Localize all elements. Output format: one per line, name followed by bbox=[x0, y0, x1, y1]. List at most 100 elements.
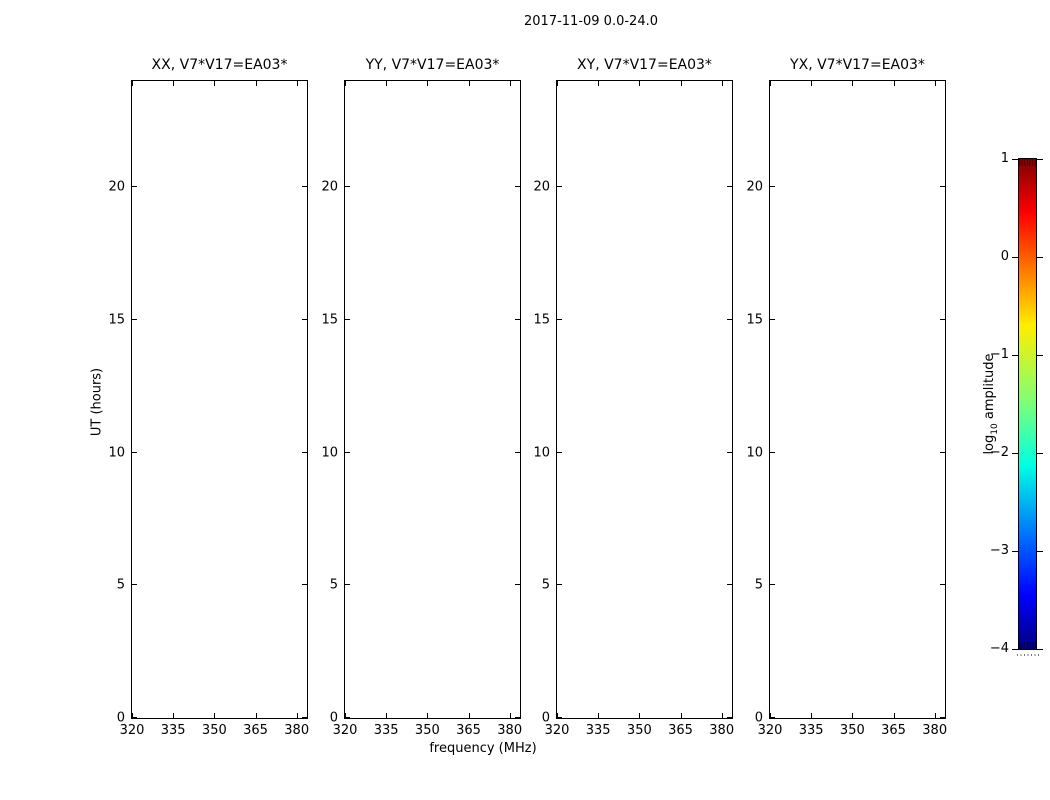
x-tick-mark bbox=[893, 81, 895, 86]
y-tick-mark bbox=[132, 318, 137, 320]
y-tick-mark bbox=[727, 717, 732, 718]
x-tick-mark bbox=[427, 81, 429, 86]
colorbar-gradient bbox=[1019, 159, 1036, 649]
y-tick-mark bbox=[770, 584, 775, 586]
colorbar-bottom-hatch bbox=[1019, 642, 1036, 649]
y-tick-mark bbox=[770, 186, 775, 188]
y-tick-mark bbox=[132, 451, 137, 453]
x-tick-mark bbox=[296, 81, 298, 86]
y-tick-mark bbox=[345, 717, 350, 718]
x-tick-label: 335 bbox=[160, 723, 186, 738]
panel-xy-plot-area: 320 335 350 365 380 0 5 10 15 20 bbox=[533, 81, 734, 738]
x-tick-mark bbox=[598, 81, 600, 86]
x-tick-mark bbox=[811, 81, 813, 86]
colorbar-tick-mark bbox=[1037, 256, 1043, 258]
x-tick-mark bbox=[852, 713, 854, 718]
y-tick-label: 0 bbox=[754, 710, 763, 726]
x-tick-mark bbox=[386, 713, 388, 718]
y-tick-mark bbox=[557, 584, 562, 586]
colorbar-label-suffix: amplitude bbox=[982, 353, 998, 424]
x-tick-mark bbox=[598, 713, 600, 718]
y-tick-mark bbox=[515, 318, 520, 320]
x-tick-mark bbox=[811, 713, 813, 718]
colorbar-tick-mark bbox=[1037, 550, 1043, 552]
x-tick-mark bbox=[132, 713, 133, 718]
y-tick-mark bbox=[557, 451, 562, 453]
panel-xx: XX, V7*V17=EA03* 320 335 350 365 380 0 5 10 15 20 bbox=[108, 57, 309, 738]
x-tick-label: 320 bbox=[757, 723, 783, 738]
y-tick-mark bbox=[770, 451, 775, 453]
colorbar-tick-mark bbox=[1012, 648, 1018, 650]
panel-xx-title: XX, V7*V17=EA03* bbox=[151, 57, 288, 73]
y-tick-label: 10 bbox=[533, 445, 550, 461]
x-tick-label: 365 bbox=[243, 723, 268, 738]
y-tick-mark bbox=[557, 318, 562, 320]
y-tick-mark bbox=[515, 584, 520, 586]
x-tick-label: 380 bbox=[709, 723, 735, 738]
x-tick-label: 335 bbox=[798, 723, 824, 738]
x-tick-label: 365 bbox=[881, 723, 906, 738]
y-tick-label: 5 bbox=[329, 577, 338, 593]
y-tick-mark bbox=[515, 186, 520, 188]
colorbar-tick-mark bbox=[1037, 452, 1043, 454]
x-tick-label: 380 bbox=[922, 723, 948, 738]
x-tick-mark bbox=[509, 81, 511, 86]
panel-yx-title: YX, V7*V17=EA03* bbox=[790, 57, 925, 73]
x-tick-mark bbox=[345, 81, 346, 86]
colorbar-label-prefix: log bbox=[982, 434, 998, 455]
y-tick-label: 15 bbox=[746, 312, 763, 328]
y-tick-label: 15 bbox=[533, 312, 550, 328]
x-tick-mark bbox=[132, 81, 133, 86]
y-tick-mark bbox=[940, 584, 945, 586]
y-axis-label: UT (hours) bbox=[89, 367, 105, 437]
y-tick-label: 15 bbox=[108, 312, 125, 328]
x-tick-mark bbox=[893, 713, 895, 718]
x-tick-label: 335 bbox=[373, 723, 399, 738]
y-tick-mark bbox=[940, 717, 945, 718]
y-tick-mark bbox=[940, 318, 945, 320]
colorbar-tick-mark bbox=[1037, 648, 1043, 650]
panel-yy-title: YY, V7*V17=EA03* bbox=[365, 57, 500, 73]
y-tick-label: 20 bbox=[321, 179, 338, 195]
panel-yx-plot-area: 320 335 350 365 380 0 5 10 15 20 bbox=[746, 81, 947, 738]
x-axis-label: frequency (MHz) bbox=[429, 741, 537, 756]
x-tick-mark bbox=[255, 713, 257, 718]
y-tick-mark bbox=[515, 717, 520, 718]
x-tick-mark bbox=[770, 81, 771, 86]
x-tick-mark bbox=[680, 713, 682, 718]
x-tick-label: 350 bbox=[839, 723, 865, 738]
colorbar-tick-mark bbox=[1012, 354, 1018, 356]
colorbar-tick-mark bbox=[1012, 452, 1018, 454]
x-tick-mark bbox=[639, 713, 641, 718]
y-tick-mark bbox=[302, 318, 307, 320]
figure-title: 2017-11-09 0.0-24.0 bbox=[524, 14, 658, 29]
y-tick-mark bbox=[727, 584, 732, 586]
y-tick-mark bbox=[727, 318, 732, 320]
colorbar-label-subscript: 10 bbox=[989, 423, 1000, 435]
x-tick-label: 320 bbox=[332, 723, 358, 738]
colorbar-tick-label: −2 bbox=[989, 445, 1009, 460]
y-tick-mark bbox=[770, 318, 775, 320]
y-tick-label: 20 bbox=[746, 179, 763, 195]
y-tick-label: 0 bbox=[329, 710, 338, 726]
y-tick-mark bbox=[345, 584, 350, 586]
x-tick-mark bbox=[934, 81, 936, 86]
x-tick-label: 320 bbox=[119, 723, 145, 738]
y-tick-mark bbox=[727, 451, 732, 453]
y-tick-mark bbox=[727, 186, 732, 188]
panel-yy: YY, V7*V17=EA03* 320 335 350 365 380 0 5 10 15 20 bbox=[321, 57, 522, 738]
colorbar-tick-mark bbox=[1012, 256, 1018, 258]
x-tick-mark bbox=[721, 713, 723, 718]
y-tick-mark bbox=[302, 584, 307, 586]
colorbar-tick-mark bbox=[1012, 158, 1018, 160]
y-tick-mark bbox=[770, 717, 775, 718]
panel-yx: YX, V7*V17=EA03* 320 335 350 365 380 0 5 10 15 20 bbox=[746, 57, 947, 738]
colorbar-tick-label: 1 bbox=[1000, 151, 1009, 166]
x-tick-mark bbox=[468, 81, 470, 86]
colorbar-tick-mark bbox=[1037, 354, 1043, 356]
panel-yy-plot-area: 320 335 350 365 380 0 5 10 15 20 bbox=[321, 81, 522, 738]
colorbar-tick-label: −3 bbox=[989, 543, 1009, 558]
x-tick-label: 380 bbox=[497, 723, 523, 738]
x-tick-mark bbox=[214, 81, 216, 86]
